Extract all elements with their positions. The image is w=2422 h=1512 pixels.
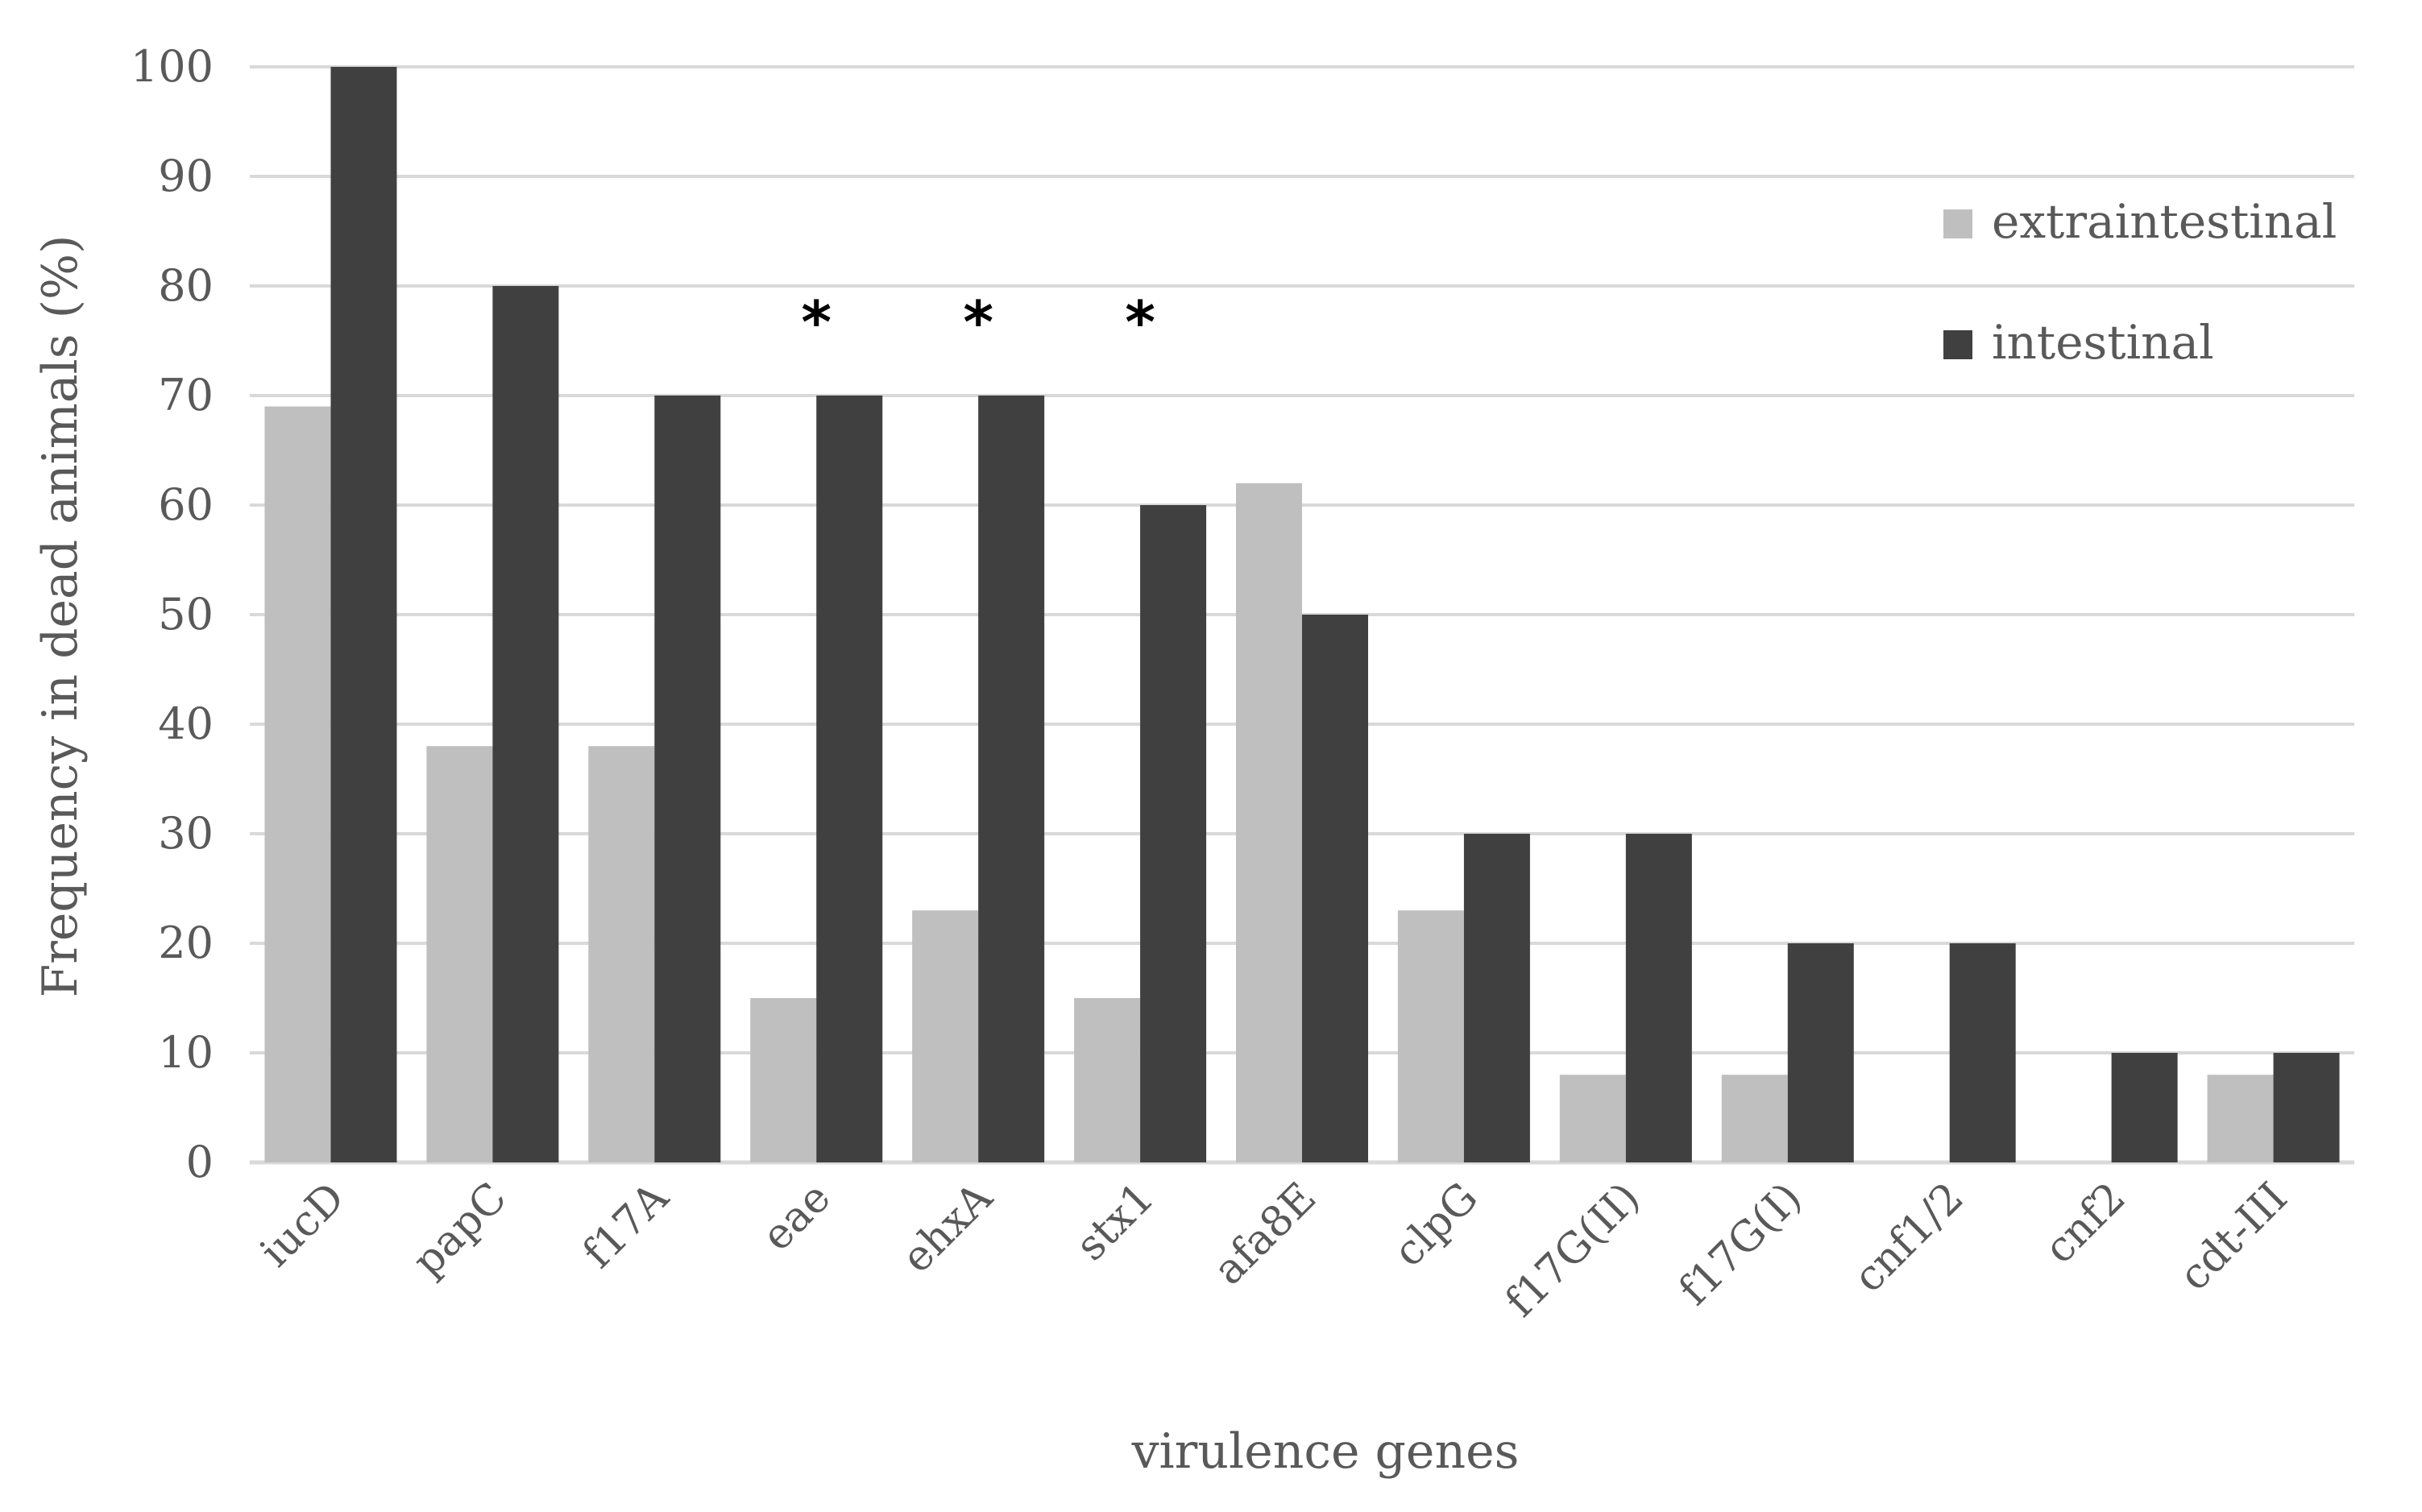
x-tick-label: papC	[404, 1174, 516, 1286]
bar-intestinal-clpG	[1463, 834, 1530, 1162]
x-tick-label: eae	[753, 1174, 840, 1261]
x-tick-labels: iucD papC f17A eae ehxA stx1 afa8E clpG f17G(II)…	[251, 1173, 2297, 1327]
y-tick-label: 30	[158, 808, 214, 859]
bar-intestinal-ehxA	[978, 396, 1045, 1162]
y-tick-label: 50	[158, 589, 214, 640]
bar-extraintestinal-papC	[426, 746, 493, 1162]
bar-extraintestinal-f17G(I)	[1721, 1075, 1788, 1162]
y-tick-label: 80	[158, 260, 214, 311]
significance-annotations: * * *	[801, 288, 1155, 356]
bar-extraintestinal-afa8E	[1236, 483, 1302, 1162]
bar-intestinal-f17G(I)	[1787, 943, 1854, 1162]
bar-extraintestinal-clpG	[1397, 910, 1464, 1162]
x-tick-label: cnf2	[2035, 1174, 2135, 1274]
y-tick-label: 40	[158, 698, 214, 749]
bars	[264, 67, 2340, 1163]
bar-intestinal-iucD	[330, 67, 397, 1162]
bar-extraintestinal-f17G(II)	[1559, 1075, 1626, 1162]
x-tick-label: stx1	[1067, 1174, 1163, 1270]
x-tick-label: iucD	[251, 1174, 355, 1277]
legend-swatch-extraintestinal	[1943, 209, 1972, 238]
bar-intestinal-f17G(II)	[1625, 834, 1692, 1162]
significance-asterisk: *	[963, 288, 993, 356]
significance-asterisk: *	[1125, 288, 1155, 356]
bar-intestinal-afa8E	[1302, 615, 1368, 1162]
bar-extraintestinal-ehxA	[912, 910, 979, 1162]
bar-intestinal-cdt-III	[2273, 1053, 2340, 1162]
legend-swatch-intestinal	[1943, 330, 1972, 359]
y-tick-label: 10	[158, 1027, 214, 1078]
bar-intestinal-f17A	[654, 396, 721, 1162]
x-tick-label: f17G(I)	[1670, 1174, 1811, 1315]
bar-extraintestinal-eae	[750, 998, 817, 1162]
y-tick-label: 0	[186, 1137, 214, 1187]
y-tick-label: 20	[158, 918, 214, 968]
bar-extraintestinal-f17A	[588, 746, 655, 1162]
x-tick-label: cdt-III	[2170, 1174, 2296, 1300]
x-tick-label: ehxA	[893, 1173, 1002, 1282]
bar-extraintestinal-iucD	[264, 406, 331, 1163]
bar-extraintestinal-stx1	[1074, 998, 1141, 1162]
bar-extraintestinal-cdt-III	[2207, 1075, 2274, 1162]
y-tick-label: 100	[131, 41, 214, 92]
bar-intestinal-papC	[492, 286, 559, 1162]
bar-intestinal-cnf1/2	[1949, 943, 2016, 1162]
significance-asterisk: *	[801, 288, 832, 356]
bar-intestinal-stx1	[1140, 505, 1207, 1162]
x-tick-label: cnf1/2	[1844, 1174, 1972, 1302]
legend-label-intestinal: intestinal	[1992, 315, 2214, 370]
y-axis-label: Frequency in dead animals (%)	[32, 235, 89, 998]
y-tick-label: 60	[158, 479, 214, 530]
y-tick-labels: 0 10 20 30 40 50 60 70 80 90 100	[131, 41, 214, 1187]
legend-label-extraintestinal: extraintestinal	[1992, 194, 2337, 249]
x-tick-label: f17A	[574, 1173, 678, 1278]
legend: extraintestinal intestinal	[1943, 194, 2337, 370]
bar-intestinal-eae	[816, 396, 883, 1162]
x-tick-label: afa8E	[1205, 1174, 1325, 1295]
bar-intestinal-cnf2	[2111, 1053, 2178, 1162]
x-tick-label: clpG	[1384, 1174, 1487, 1277]
y-tick-label: 90	[158, 151, 214, 201]
x-tick-label: f17G(II)	[1496, 1174, 1649, 1327]
x-axis-label: virulence genes	[1131, 1423, 1520, 1480]
y-tick-label: 70	[158, 370, 214, 420]
